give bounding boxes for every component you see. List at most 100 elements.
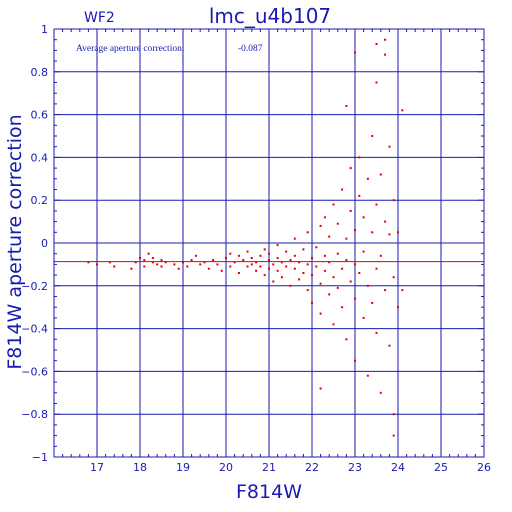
data-point	[199, 263, 202, 266]
tick-marks	[53, 28, 485, 458]
data-point	[375, 43, 378, 45]
data-point	[332, 276, 335, 279]
data-point	[392, 199, 395, 202]
data-point	[276, 244, 279, 247]
data-point	[280, 261, 283, 264]
data-point	[229, 252, 232, 255]
data-point	[345, 105, 348, 107]
data-point	[362, 216, 365, 219]
data-point	[233, 261, 236, 264]
data-point	[328, 235, 331, 238]
data-point	[354, 359, 356, 362]
data-point	[358, 156, 361, 159]
annotation-label: Average aperture correction:	[76, 44, 184, 54]
chart-title: lmc_u4b107	[209, 4, 331, 28]
data-point	[250, 263, 253, 266]
y-tick-label: −0.2	[21, 280, 48, 293]
data-point	[311, 301, 313, 304]
data-point	[336, 286, 339, 289]
data-point	[341, 267, 344, 270]
data-point	[397, 231, 399, 234]
data-point	[371, 135, 374, 137]
data-point	[293, 237, 296, 240]
data-point	[143, 259, 146, 262]
data-point	[285, 265, 288, 268]
data-point	[319, 312, 322, 315]
data-point	[293, 267, 296, 270]
data-point	[259, 265, 262, 268]
data-point	[173, 263, 176, 266]
data-point	[323, 269, 326, 272]
y-tick-label: 0.6	[31, 109, 49, 122]
data-point	[354, 229, 356, 232]
data-point	[164, 261, 167, 264]
data-point	[212, 259, 215, 262]
y-tick-label: −0.6	[21, 365, 48, 378]
data-point	[130, 267, 133, 270]
data-point	[315, 246, 318, 249]
data-point	[328, 293, 331, 296]
data-point	[298, 278, 301, 281]
data-point	[384, 220, 387, 223]
data-point	[362, 316, 365, 319]
data-point	[384, 289, 387, 292]
data-point	[151, 257, 154, 259]
data-point	[323, 254, 326, 257]
data-point	[379, 391, 382, 394]
data-point	[207, 267, 210, 270]
data-point	[272, 263, 275, 266]
data-point	[108, 261, 111, 264]
data-point	[268, 252, 270, 255]
data-point	[375, 331, 378, 334]
data-point	[143, 265, 146, 268]
x-tick-label: 19	[176, 461, 190, 474]
data-point	[311, 257, 313, 259]
data-point	[345, 259, 348, 262]
data-point	[237, 272, 240, 274]
data-point	[182, 261, 184, 264]
data-point	[306, 289, 309, 292]
data-point	[332, 323, 335, 326]
data-point	[306, 263, 309, 266]
data-point	[302, 248, 305, 251]
data-point	[160, 265, 163, 268]
data-point	[259, 254, 262, 257]
data-point	[147, 252, 150, 255]
data-point	[246, 250, 249, 253]
y-tick-label: 0.8	[31, 66, 49, 79]
data-point	[358, 194, 361, 197]
data-point	[293, 254, 296, 257]
data-point	[151, 261, 154, 264]
data-point	[332, 203, 335, 206]
x-tick-label: 24	[391, 461, 405, 474]
data-point	[362, 250, 365, 253]
data-point	[306, 231, 309, 234]
data-point	[194, 254, 197, 257]
y-tick-label: 0	[41, 237, 48, 250]
data-point	[268, 267, 270, 270]
data-point	[392, 276, 395, 279]
data-point	[302, 272, 305, 274]
data-point	[134, 261, 137, 264]
data-point	[375, 203, 378, 206]
data-point	[384, 53, 387, 56]
data-point	[349, 209, 352, 212]
x-tick-label: 26	[477, 461, 491, 474]
y-tick-label: 1	[41, 23, 48, 36]
data-point	[345, 237, 348, 240]
data-point	[229, 265, 232, 268]
data-point	[388, 344, 391, 347]
data-point	[366, 284, 369, 287]
y-tick-label: 0.2	[31, 194, 49, 207]
data-point	[315, 265, 318, 268]
data-point	[268, 259, 270, 262]
data-point	[345, 338, 348, 341]
corner-label: WF2	[84, 10, 115, 26]
y-tick-label: 0.4	[31, 151, 49, 164]
data-point	[366, 374, 369, 377]
data-point	[250, 257, 253, 259]
y-tick-label: −0.8	[21, 408, 48, 421]
data-point	[336, 252, 339, 255]
x-tick-labels: 17 18 19 20 21 22 23 24 25 26	[90, 461, 491, 474]
